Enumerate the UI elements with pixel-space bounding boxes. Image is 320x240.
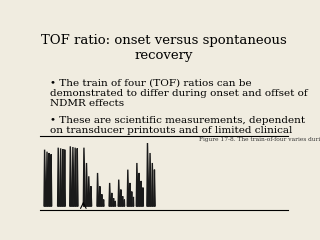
- Polygon shape: [60, 148, 61, 206]
- Polygon shape: [75, 148, 76, 206]
- Polygon shape: [129, 183, 131, 206]
- Polygon shape: [46, 152, 48, 206]
- Polygon shape: [111, 193, 112, 206]
- Polygon shape: [62, 149, 63, 206]
- Polygon shape: [118, 180, 120, 206]
- Polygon shape: [154, 170, 155, 206]
- Polygon shape: [97, 173, 99, 206]
- Polygon shape: [109, 183, 110, 206]
- Polygon shape: [101, 194, 102, 206]
- Polygon shape: [142, 188, 143, 206]
- Polygon shape: [140, 181, 142, 206]
- Polygon shape: [88, 176, 90, 206]
- Polygon shape: [51, 154, 52, 206]
- Polygon shape: [133, 197, 134, 206]
- Polygon shape: [149, 153, 151, 206]
- Polygon shape: [90, 186, 92, 206]
- Text: Figure 17-8. The train-of-four varies during onset and offset of nondepolarizing: Figure 17-8. The train-of-four varies du…: [199, 137, 320, 142]
- Text: TOF ratio: onset versus spontaneous
recovery: TOF ratio: onset versus spontaneous reco…: [41, 34, 287, 62]
- Polygon shape: [127, 170, 129, 206]
- Polygon shape: [136, 163, 138, 206]
- Polygon shape: [147, 143, 149, 206]
- Polygon shape: [44, 150, 46, 206]
- Polygon shape: [77, 148, 78, 206]
- Polygon shape: [64, 150, 65, 206]
- Polygon shape: [49, 153, 50, 206]
- Polygon shape: [70, 146, 72, 206]
- Polygon shape: [58, 148, 60, 206]
- Polygon shape: [86, 163, 88, 206]
- Polygon shape: [115, 201, 116, 206]
- Polygon shape: [152, 163, 153, 206]
- Polygon shape: [122, 196, 123, 206]
- Polygon shape: [83, 148, 85, 206]
- Polygon shape: [131, 192, 132, 206]
- Text: • These are scientific measurements, dependent
on transducer printouts and of li: • These are scientific measurements, dep…: [50, 116, 305, 135]
- Polygon shape: [99, 186, 100, 206]
- Polygon shape: [139, 173, 140, 206]
- Polygon shape: [120, 190, 122, 206]
- Polygon shape: [113, 198, 114, 206]
- Polygon shape: [72, 147, 74, 206]
- Polygon shape: [103, 199, 104, 206]
- Text: • The train of four (TOF) ratios can be
demonstrated to differ during onset and : • The train of four (TOF) ratios can be …: [50, 79, 308, 108]
